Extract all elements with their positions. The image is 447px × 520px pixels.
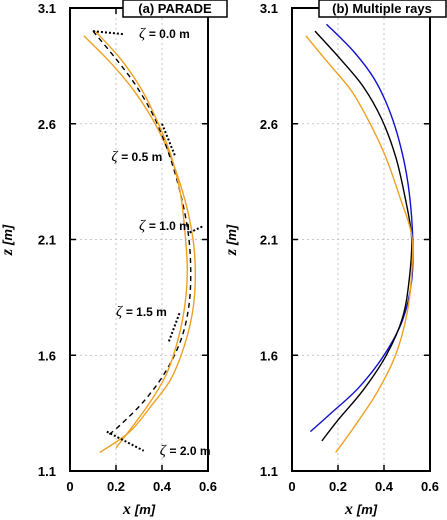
x-tick-label: 0 xyxy=(66,479,73,494)
y-tick-label: 1.1 xyxy=(38,464,56,479)
panel-title: (b) Multiple rays xyxy=(332,1,432,16)
x-axis-label: x [m] xyxy=(122,501,156,518)
series-line-1 xyxy=(83,35,197,454)
annotation-label: ζ = 0.0 m xyxy=(139,26,190,42)
y-tick-label: 2.1 xyxy=(260,233,278,248)
grid xyxy=(291,7,431,472)
y-tick-label: 1.6 xyxy=(38,348,56,363)
y-axis-label: z [m] xyxy=(0,224,16,256)
x-tick-label: 0.6 xyxy=(421,479,439,494)
x-axis-label: x [m] xyxy=(344,501,378,518)
y-tick-label: 1.1 xyxy=(260,464,278,479)
x-tick-label: 0.4 xyxy=(153,479,172,494)
annotation-leader xyxy=(106,430,145,452)
annotation-leader xyxy=(161,123,177,158)
title-box xyxy=(318,0,447,18)
annotation-label: ζ = 1.5 m xyxy=(116,304,167,320)
annotation-leader xyxy=(189,225,204,234)
y-tick-label: 3.1 xyxy=(38,1,56,16)
panel-title: (a) PARADE xyxy=(138,1,212,16)
series-group xyxy=(305,23,414,453)
ticks: 0 0.2 0.4 0.6 1.1 1.6 2.1 2.6 3.1 xyxy=(38,1,217,494)
annotation-leader xyxy=(92,30,124,36)
y-tick-label: 1.6 xyxy=(260,348,278,363)
x-tick-label: 0.2 xyxy=(107,479,125,494)
panel-b: 0 0.2 0.4 0.6 1.1 1.6 2.1 2.6 3.1 (b) Multiple r… xyxy=(223,0,447,518)
y-axis-label: z [m] xyxy=(223,224,240,256)
series-line-2 xyxy=(92,30,192,437)
x-tick-label: 0.6 xyxy=(199,479,217,494)
series-line-3 xyxy=(94,30,189,449)
y-tick-label: 2.6 xyxy=(260,117,278,132)
annotations: ζ = 0.0 m ζ = 0.5 m ζ = 1.0 m ζ = 1.5 m ζ = … xyxy=(92,26,211,459)
x-tick-label: 0 xyxy=(288,479,295,494)
x-tick-label: 0.4 xyxy=(375,479,394,494)
series-group xyxy=(83,30,197,454)
x-tick-label: 0.2 xyxy=(329,479,347,494)
y-tick-label: 2.6 xyxy=(38,117,56,132)
panel-a: ζ = 0.0 m ζ = 0.5 m ζ = 1.0 m ζ = 1.5 m ζ = … xyxy=(0,0,228,518)
grid xyxy=(69,7,209,472)
y-tick-label: 2.1 xyxy=(38,233,56,248)
series-line-2 xyxy=(314,30,413,442)
annotation-label: ζ = 2.0 m xyxy=(160,443,211,459)
annotation-leader xyxy=(167,311,181,342)
ticks: 0 0.2 0.4 0.6 1.1 1.6 2.1 2.6 3.1 xyxy=(260,1,439,494)
annotation-label: ζ = 1.0 m xyxy=(139,218,190,234)
y-tick-label: 3.1 xyxy=(260,1,278,16)
annotation-label: ζ = 0.5 m xyxy=(111,149,162,165)
title-box xyxy=(122,0,228,18)
series-line-3 xyxy=(305,35,414,453)
